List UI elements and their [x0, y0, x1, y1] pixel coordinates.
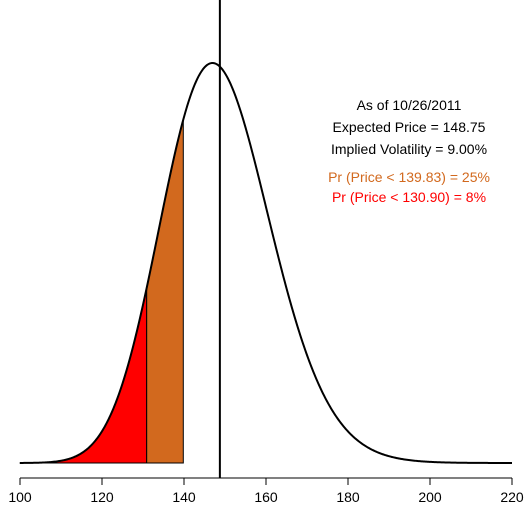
annotation-4: Pr (Price < 139.83) = 25%	[328, 169, 490, 185]
density-curve	[19, 62, 512, 464]
x-tick-label-120: 120	[90, 489, 114, 505]
annotation-2: Expected Price = 148.75	[333, 119, 486, 135]
annotation-1: As of 10/26/2011	[357, 97, 462, 113]
shaded-region-2	[146, 119, 184, 464]
annotation-5: Pr (Price < 130.90) = 8%	[332, 189, 486, 205]
annotation-3: Implied Volatility = 9.00%	[331, 141, 487, 157]
x-tick-label-100: 100	[8, 489, 32, 505]
x-tick-label-160: 160	[254, 489, 278, 505]
x-tick-label-200: 200	[418, 489, 442, 505]
x-tick-label-220: 220	[500, 489, 524, 505]
x-tick-label-140: 140	[172, 489, 196, 505]
shaded-region-1	[19, 287, 148, 464]
x-tick-label-180: 180	[336, 489, 360, 505]
